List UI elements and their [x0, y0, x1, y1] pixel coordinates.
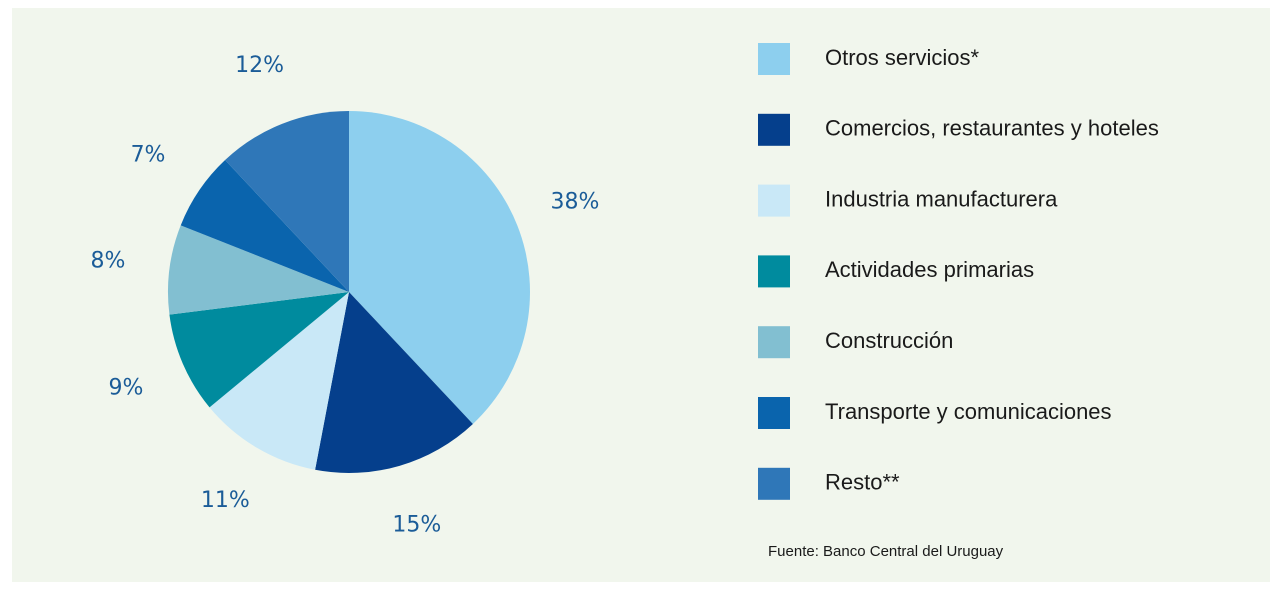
legend-label: Industria manufacturera — [825, 186, 1058, 211]
pie-slice — [225, 111, 349, 292]
source-note: Fuente: Banco Central del Uruguay — [768, 543, 1004, 560]
value-label: 15% — [392, 512, 441, 537]
legend-swatch — [758, 184, 790, 217]
legend-swatch — [758, 397, 790, 429]
legend-swatch — [758, 326, 790, 359]
value-label: 9% — [109, 376, 144, 401]
legend-label: Actividades primarias — [825, 257, 1034, 282]
value-label: 38% — [550, 190, 599, 215]
pie-slice — [315, 292, 473, 473]
legend-label: Construcción — [825, 328, 953, 353]
value-label: 8% — [90, 249, 125, 274]
legend-label: Otros servicios* — [825, 45, 979, 70]
value-label: 7% — [131, 142, 166, 167]
pie-slice — [180, 160, 349, 292]
legend-swatch — [758, 113, 790, 146]
pie-slice — [349, 111, 530, 424]
pie-slice — [169, 292, 349, 408]
value-label: 11% — [201, 488, 250, 513]
value-label: 12% — [235, 53, 284, 78]
legend-swatch — [758, 255, 790, 288]
legend-swatch — [758, 467, 790, 500]
legend-swatch — [758, 43, 790, 75]
legend-label: Transporte y comunicaciones — [825, 399, 1112, 424]
pie-slice — [209, 292, 349, 470]
legend-label: Resto** — [825, 470, 900, 495]
pie-slice — [168, 225, 349, 315]
legend-label: Comercios, restaurantes y hoteles — [825, 116, 1159, 141]
